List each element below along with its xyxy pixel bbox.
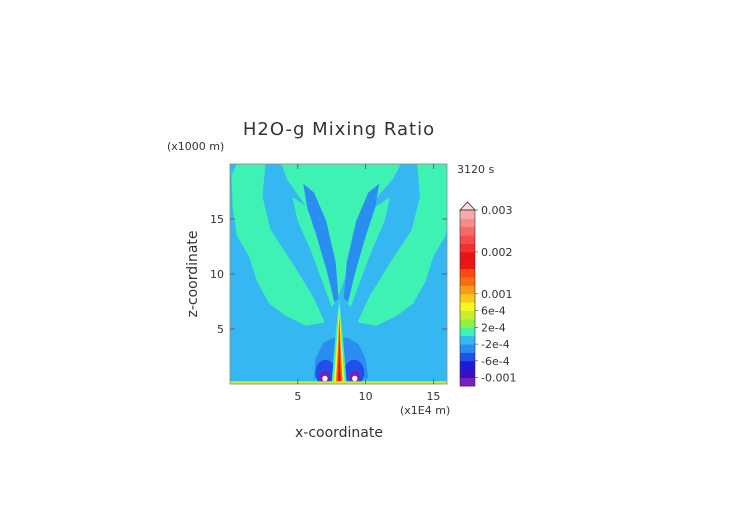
colorbar-label: 0.001 [481,288,513,301]
boundary-layer [230,381,447,384]
time-label: 3120 s [457,163,494,176]
colorbar-label: -0.001 [481,372,516,385]
colorbar-label: -2e-4 [481,338,510,351]
x-tick-label: 15 [426,390,440,403]
colorbar-swatch [460,251,475,261]
colorbar-swatch [460,344,475,353]
colorbar-swatch [460,210,475,219]
colorbar-swatch [460,243,475,253]
colorbar-label: -6e-4 [481,355,510,368]
colorbar: 0.003 0.002 0.001 6e-4 2e-4 -2e-4 -6e-4 -0.001 [459,201,516,387]
y-axis-label: z-coordinate [185,230,201,317]
colorbar-swatch [460,226,475,236]
axis-ticks: 5 10 15 5 10 15 [210,164,447,403]
colorbar-swatch [460,218,475,228]
colorbar-swatch [460,235,475,244]
colorbar-label: 0.003 [481,204,513,217]
y-tick-label: 15 [210,213,224,226]
colorbar-swatch [460,377,475,387]
colorbar-swatch [460,360,475,370]
colorbar-swatch [460,319,475,328]
colorbar-swatch [460,352,475,362]
y-tick-label: 5 [217,323,224,336]
colorbar-swatch [460,302,475,311]
colorbar-swatch [460,335,475,345]
vortex-center-right [352,375,358,382]
plume-arm-left-outer [231,164,325,326]
plot-area [230,164,447,384]
colorbar-swatch [460,260,475,270]
y-unit-label: (x1000 m) [167,140,224,153]
colorbar-label: 0.002 [481,246,513,259]
x-unit-label: (x1E4 m) [400,404,450,417]
plume-arm-left-inner [292,197,338,307]
colorbar-frame [459,209,476,387]
colorbar-swatch [460,293,475,303]
plume-arm-right-inner [345,197,390,307]
colorbar-swatch [460,310,475,320]
colorbar-label: 6e-4 [481,305,506,318]
x-tick-label: 5 [294,390,301,403]
colorbar-swatch [460,277,475,286]
chart-title: H2O-g Mixing Ratio [243,119,435,140]
colorbar-swatch [460,268,475,278]
x-tick-label: 10 [359,390,373,403]
inner-channel-left [303,183,339,303]
colorbar-label: 2e-4 [481,321,506,334]
y-tick-label: 10 [210,268,224,281]
colorbar-swatch [460,327,475,337]
plume-arm-right-outer [357,164,447,326]
vortex-center-left [322,375,328,382]
x-axis-label: x-coordinate [295,425,383,441]
colorbar-swatch [460,285,475,295]
inner-channel-right [343,183,380,303]
column-core [337,318,341,382]
colorbar-extend-arrow [459,201,476,211]
colorbar-swatch [460,369,475,378]
